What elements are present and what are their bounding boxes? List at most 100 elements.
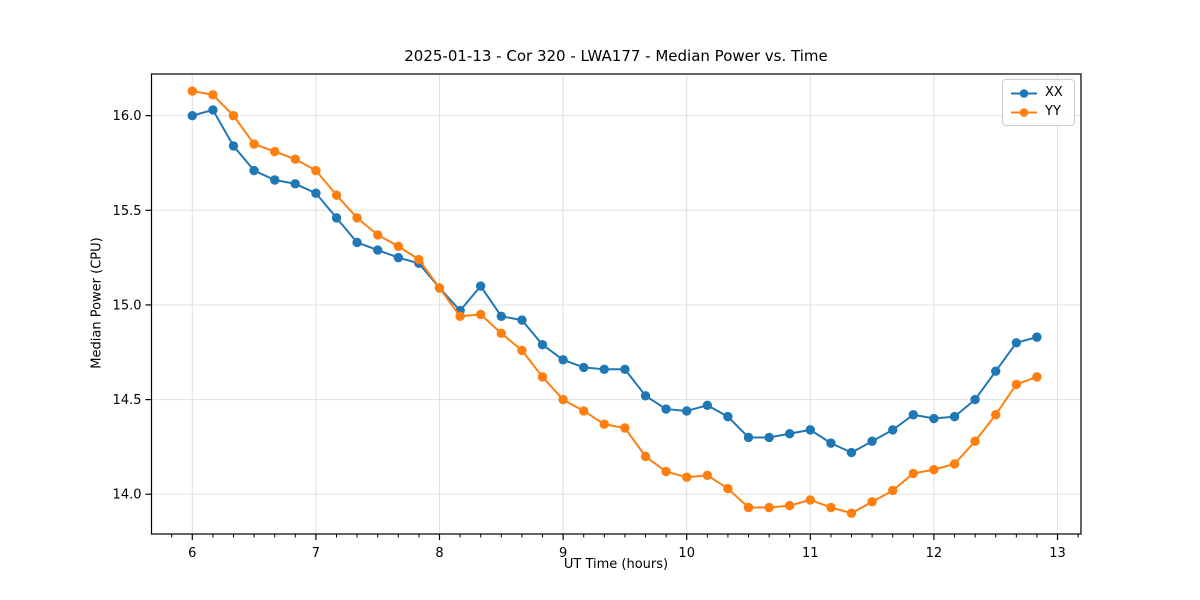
x-tick-label: 11 xyxy=(802,546,819,561)
data-point-xx xyxy=(723,411,733,422)
data-point-yy xyxy=(496,328,506,339)
data-point-yy xyxy=(455,311,465,322)
data-point-yy xyxy=(228,110,239,121)
data-point-xx xyxy=(187,110,197,121)
data-point-yy xyxy=(249,139,259,149)
data-point-yy xyxy=(908,468,918,479)
data-point-yy xyxy=(599,419,609,429)
data-point-xx xyxy=(558,355,568,365)
data-point-yy xyxy=(743,502,754,513)
legend-label-xx: XX xyxy=(1045,85,1063,100)
x-tick-label: 7 xyxy=(312,546,320,561)
data-point-xx xyxy=(537,339,548,350)
x-tick-label: 12 xyxy=(926,546,943,561)
data-point-yy xyxy=(661,466,671,477)
data-point-xx xyxy=(372,245,383,255)
data-point-xx xyxy=(352,237,362,248)
y-tick-label: 15.0 xyxy=(113,298,142,313)
data-point-yy xyxy=(620,423,630,433)
data-point-yy xyxy=(517,345,527,356)
data-point-yy xyxy=(846,508,857,518)
data-point-yy xyxy=(331,190,342,200)
x-tick-label: 10 xyxy=(678,546,695,561)
data-point-yy xyxy=(558,394,568,405)
data-point-yy xyxy=(352,213,362,223)
data-point-xx xyxy=(1011,338,1022,348)
data-point-xx xyxy=(702,400,713,410)
data-point-yy xyxy=(784,500,795,511)
data-point-xx xyxy=(311,188,321,198)
data-point-xx xyxy=(599,364,609,375)
data-point-yy xyxy=(805,495,816,505)
data-point-yy xyxy=(290,154,300,164)
data-point-xx xyxy=(393,252,404,263)
data-point-yy xyxy=(187,86,197,96)
legend: XX YY xyxy=(1002,79,1075,126)
data-point-xx xyxy=(579,362,589,373)
data-point-yy xyxy=(475,309,486,320)
data-point-yy xyxy=(270,146,280,157)
data-point-yy xyxy=(764,502,774,513)
data-point-xx xyxy=(661,404,671,414)
x-tick-label: 9 xyxy=(559,546,567,561)
data-point-xx xyxy=(475,281,486,291)
data-point-xx xyxy=(640,391,651,401)
data-point-xx xyxy=(228,141,239,151)
data-point-xx xyxy=(682,406,692,416)
data-point-xx xyxy=(805,425,816,435)
data-point-yy xyxy=(208,90,218,100)
x-tick-label: 6 xyxy=(188,546,196,561)
data-point-yy xyxy=(949,459,960,469)
data-point-yy xyxy=(929,464,939,475)
data-point-yy xyxy=(393,241,404,251)
data-point-xx xyxy=(620,364,630,375)
y-tick-label: 16.0 xyxy=(113,109,142,124)
legend-line-marker-yy-icon xyxy=(1011,107,1037,117)
data-point-yy xyxy=(888,485,898,496)
data-point-xx xyxy=(846,447,857,458)
y-tick-label: 15.5 xyxy=(113,204,142,219)
data-point-xx xyxy=(208,105,218,115)
plot-border xyxy=(150,73,1082,535)
data-point-xx xyxy=(249,165,259,176)
data-point-xx xyxy=(743,432,754,443)
data-point-yy xyxy=(1032,372,1042,382)
legend-item-yy: YY xyxy=(1010,104,1067,120)
x-axis-label: UT Time (hours) xyxy=(563,557,669,572)
data-point-xx xyxy=(517,315,527,325)
data-point-xx xyxy=(764,432,774,443)
legend-label-yy: YY xyxy=(1045,104,1061,119)
data-point-yy xyxy=(682,472,692,482)
data-point-xx xyxy=(949,411,960,422)
data-point-yy xyxy=(867,497,877,507)
series-line-yy xyxy=(191,90,1038,515)
data-point-yy xyxy=(579,406,589,416)
data-point-xx xyxy=(970,394,980,405)
data-point-yy xyxy=(826,502,836,513)
legend-line-marker-xx-icon xyxy=(1011,88,1037,98)
x-tick-label: 13 xyxy=(1049,546,1066,561)
data-point-yy xyxy=(970,436,980,446)
data-point-xx xyxy=(826,438,836,448)
y-tick-label: 14.0 xyxy=(113,488,142,503)
data-point-xx xyxy=(331,213,342,223)
y-tick-label: 14.5 xyxy=(113,393,142,408)
data-point-xx xyxy=(1032,332,1042,342)
legend-item-xx: XX xyxy=(1010,85,1067,101)
data-point-yy xyxy=(537,372,548,382)
data-point-xx xyxy=(290,179,300,189)
chart-title: 2025-01-13 - Cor 320 - LWA177 - Median P… xyxy=(404,47,828,65)
y-axis-label: Median Power (CPU) xyxy=(89,237,105,369)
series-line-xx xyxy=(191,108,1038,454)
data-point-yy xyxy=(991,410,1001,420)
data-point-yy xyxy=(640,451,651,462)
data-point-xx xyxy=(908,410,918,420)
data-point-xx xyxy=(929,413,939,424)
x-tick-label: 8 xyxy=(435,546,443,561)
data-point-xx xyxy=(888,425,898,435)
data-point-xx xyxy=(496,311,506,322)
data-point-yy xyxy=(434,283,445,293)
data-point-yy xyxy=(414,254,424,265)
data-point-xx xyxy=(270,175,280,185)
